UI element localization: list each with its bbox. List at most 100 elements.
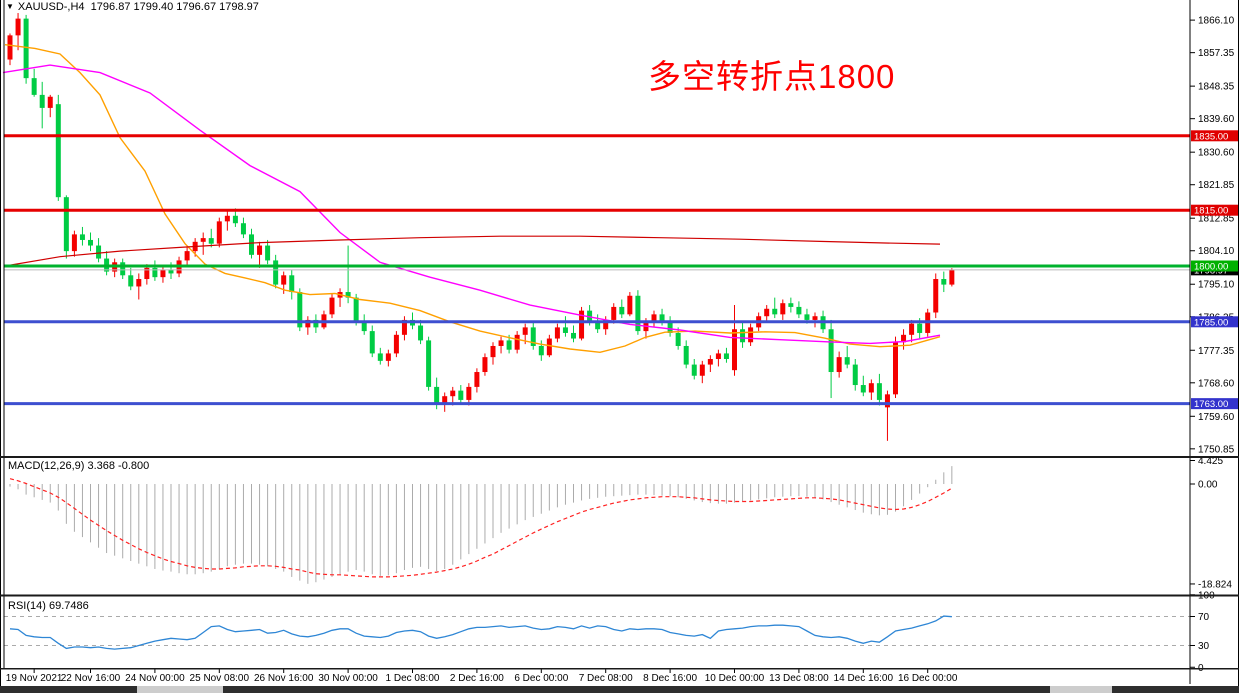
ma-line-magenta: [2, 64, 941, 345]
candle-body: [490, 345, 496, 358]
panel-separator-macd-rsi[interactable]: [0, 594, 1239, 597]
candle-body: [361, 321, 367, 332]
macd-panel[interactable]: 4.425 0.00 -18.824: [9, 456, 1232, 590]
candle-body: [39, 94, 45, 108]
candle-body: [265, 245, 271, 261]
price-badge: [1191, 130, 1238, 142]
candle-body: [329, 297, 335, 315]
candle-body: [136, 279, 142, 287]
candle-body: [595, 321, 601, 330]
chart-title: ▼ XAUUSD-,H4 1796.87 1799.40 1796.67 1798…: [6, 1, 259, 13]
time-label: 7 Dec 08:00: [579, 673, 633, 684]
ma-line-red: [4, 235, 941, 267]
time-label: 16 Dec 00:00: [898, 673, 958, 684]
candle-body: [949, 269, 955, 285]
candle-body: [23, 18, 29, 79]
candle-body: [562, 327, 568, 333]
price-axis-label: 1812.85: [1198, 214, 1235, 225]
text-annotation: 多空转折点1800: [648, 58, 896, 95]
candle-body: [55, 104, 61, 198]
candle-body: [659, 314, 665, 322]
candle-body: [401, 319, 407, 335]
price-axis-label: 4.425: [1198, 456, 1223, 467]
time-label: 22 Nov 16:00: [61, 673, 121, 684]
candle-body: [780, 303, 786, 315]
candle-body: [120, 262, 126, 276]
price-axis-label: 1795.10: [1198, 280, 1235, 291]
candle-body: [434, 386, 440, 404]
candle-body: [7, 35, 13, 60]
price-axis-label: 1777.35: [1198, 346, 1235, 357]
price-axis-label: 1866.10: [1198, 16, 1235, 27]
time-label: 14 Dec 16:00: [834, 673, 894, 684]
candle-body: [538, 345, 544, 356]
time-label: 2 Dec 16:00: [450, 673, 504, 684]
time-label: 8 Dec 16:00: [643, 673, 697, 684]
candle-body: [305, 319, 311, 328]
time-label: 25 Nov 08:00: [190, 673, 250, 684]
time-label: 1 Dec 08:00: [386, 673, 440, 684]
price-axis-label: 1804.10: [1198, 246, 1235, 257]
candle-body: [128, 275, 134, 287]
price-badge-label: 1763.00: [1194, 399, 1228, 410]
candle-body: [732, 329, 737, 371]
time-label: 26 Nov 16:00: [254, 673, 314, 684]
candle-body: [844, 357, 850, 365]
candle-body: [514, 334, 520, 350]
candle-body: [144, 267, 150, 280]
candle-body: [71, 234, 77, 252]
bottom-bar: [0, 686, 1239, 693]
price-axis[interactable]: 1866.10 1857.35 1848.35 1839.60 1830.60 1821.…: [1190, 16, 1238, 456]
price-axis-label: 1848.35: [1198, 82, 1235, 93]
candle-body: [571, 332, 576, 339]
ohlc-readout: 1796.87 1799.40 1796.67 1798.97: [90, 1, 259, 13]
chevron-down-icon[interactable]: ▼: [6, 2, 14, 11]
candle-body: [707, 359, 713, 365]
price-badge: [1191, 204, 1238, 216]
candle-body: [941, 279, 947, 285]
price-axis-label: 1759.60: [1198, 412, 1235, 423]
main-price-panel[interactable]: [2, 13, 1190, 441]
price-badge-label: 1800.00: [1194, 262, 1228, 273]
candle-body: [884, 394, 890, 408]
time-label: 6 Dec 00:00: [514, 673, 568, 684]
candle-body: [297, 292, 303, 328]
candle-body: [160, 269, 166, 278]
candle-body: [249, 234, 254, 255]
candle-body: [917, 323, 923, 333]
candle-body: [675, 332, 681, 346]
price-badge-label: 1815.00: [1194, 206, 1228, 217]
candle-body: [699, 364, 705, 376]
candle-body: [458, 390, 464, 400]
candle-body: [96, 245, 102, 259]
rsi-panel[interactable]: 10070300: [4, 590, 1215, 674]
candle-body: [901, 334, 907, 343]
candle-body: [393, 334, 399, 354]
candle-body: [63, 197, 69, 252]
time-label: 24 Nov 00:00: [125, 673, 185, 684]
symbol-period-label: XAUUSD-,H4: [17, 1, 85, 13]
candle-body: [377, 353, 383, 361]
candle-body: [450, 390, 456, 397]
candle-body: [804, 314, 810, 320]
time-label: 19 Nov 2021: [6, 673, 63, 684]
candle-body: [152, 267, 158, 278]
candle-body: [273, 260, 279, 285]
candle-body: [836, 357, 842, 373]
price-axis-label: 1821.85: [1198, 180, 1235, 191]
candle-body: [876, 383, 882, 400]
candle-body: [868, 383, 874, 393]
candle-body: [257, 245, 263, 255]
candle-body: [860, 385, 866, 393]
panel-separator-main-macd[interactable]: [0, 456, 1239, 458]
candle-body: [715, 353, 721, 359]
candle-body: [232, 215, 238, 224]
price-badge-label: 1835.00: [1194, 131, 1228, 142]
candle-body: [530, 327, 536, 346]
candle-body: [651, 314, 657, 322]
candle-body: [683, 345, 689, 365]
candle-body: [345, 292, 351, 298]
